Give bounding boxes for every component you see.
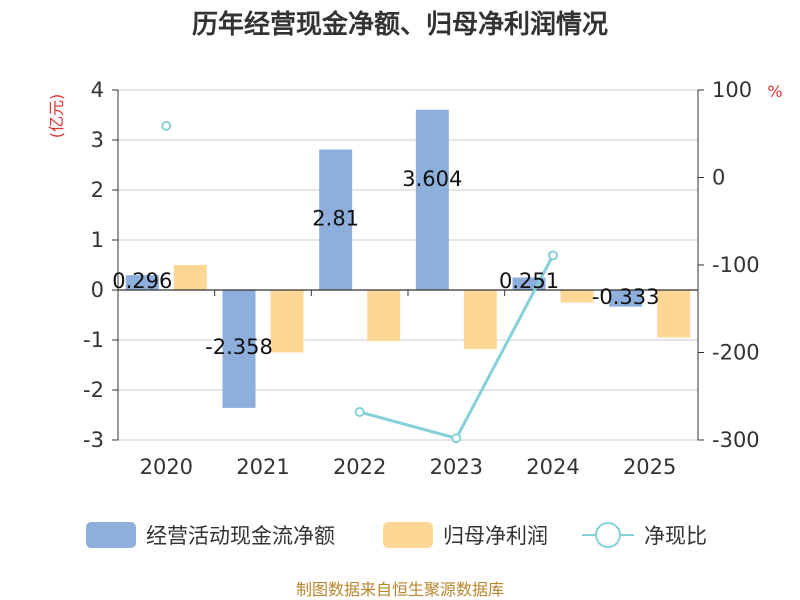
category-label: 2025 (623, 455, 676, 479)
net-profit-bar (367, 290, 401, 341)
chart-title: 历年经营现金净额、归母净利润情况 (192, 9, 608, 40)
right-axis-unit: % (767, 82, 782, 101)
category-label: 2024 (526, 455, 579, 479)
right-tick-label: -100 (712, 253, 760, 277)
cashflow-data-label: 0.251 (499, 269, 559, 293)
legend-label: 净现比 (644, 524, 707, 548)
left-axis-unit: (亿元) (47, 94, 66, 139)
cashflow-bar (609, 290, 643, 307)
left-tick-label: -1 (83, 328, 104, 352)
cashflow-data-label: 3.604 (402, 167, 462, 191)
cashflow-bar (125, 275, 159, 290)
cashflow-data-label: 0.296 (112, 269, 172, 293)
net-profit-bar (463, 290, 497, 349)
grid-lines (118, 89, 698, 441)
ratio-line (161, 120, 558, 444)
cashflow-data-label: -2.358 (205, 335, 273, 359)
legend-swatch (86, 522, 136, 548)
category-label: 2023 (430, 455, 483, 479)
ratio-point (354, 407, 365, 417)
ratio-point (548, 250, 558, 261)
cashflow-data-label: -0.333 (592, 285, 660, 309)
category-label: 2021 (236, 455, 289, 479)
ratio-line-segment (455, 254, 555, 439)
right-tick-label: -200 (712, 341, 760, 365)
source-note: 制图数据来自恒生聚源数据库 (296, 580, 504, 599)
cashflow-bar (415, 109, 449, 290)
left-tick-label: 1 (91, 228, 104, 252)
cashflow-bar (222, 290, 256, 408)
legend: 经营活动现金流净额 归母净利润 净现比 (86, 522, 707, 548)
left-tick-label: 3 (91, 128, 104, 152)
cashflow-data-label: 2.81 (312, 207, 359, 231)
right-tick-label: 0 (712, 166, 725, 190)
ratio-line-segment (359, 410, 457, 440)
category-label: 2020 (140, 455, 193, 479)
legend-item[interactable]: 净现比 (582, 522, 707, 548)
legend-label: 归母净利润 (443, 524, 548, 548)
legend-item[interactable]: 归母净利润 (383, 522, 548, 548)
category-label: 2022 (333, 455, 386, 479)
left-tick-label: -2 (83, 378, 104, 402)
right-tick-label: -300 (712, 428, 760, 452)
bars (125, 109, 691, 408)
ratio-point (451, 433, 462, 444)
right-tick-label: 100 (712, 78, 752, 102)
left-tick-label: 0 (91, 278, 104, 302)
net-profit-bar (270, 290, 304, 353)
net-profit-bar (560, 290, 594, 303)
left-tick-label: 4 (91, 78, 104, 102)
cashflow-bar (319, 149, 353, 290)
legend-item[interactable]: 经营活动现金流净额 (86, 522, 335, 548)
net-profit-bar (173, 265, 207, 290)
axes: -3 -2 -1 0 1 2 3 4 -300 -200 -100 0 100 2020 2021 2022 2… (83, 78, 760, 479)
legend-swatch (383, 522, 433, 548)
data-labels: 0.296 -2.358 2.81 3.604 0.251 -0.333 (112, 167, 659, 359)
left-tick-label: 2 (91, 178, 104, 202)
ratio-point (161, 120, 172, 131)
left-tick-label: -3 (83, 428, 104, 452)
legend-marker-swatch (595, 522, 621, 548)
net-profit-bar (657, 290, 691, 338)
legend-label: 经营活动现金流净额 (146, 524, 335, 548)
